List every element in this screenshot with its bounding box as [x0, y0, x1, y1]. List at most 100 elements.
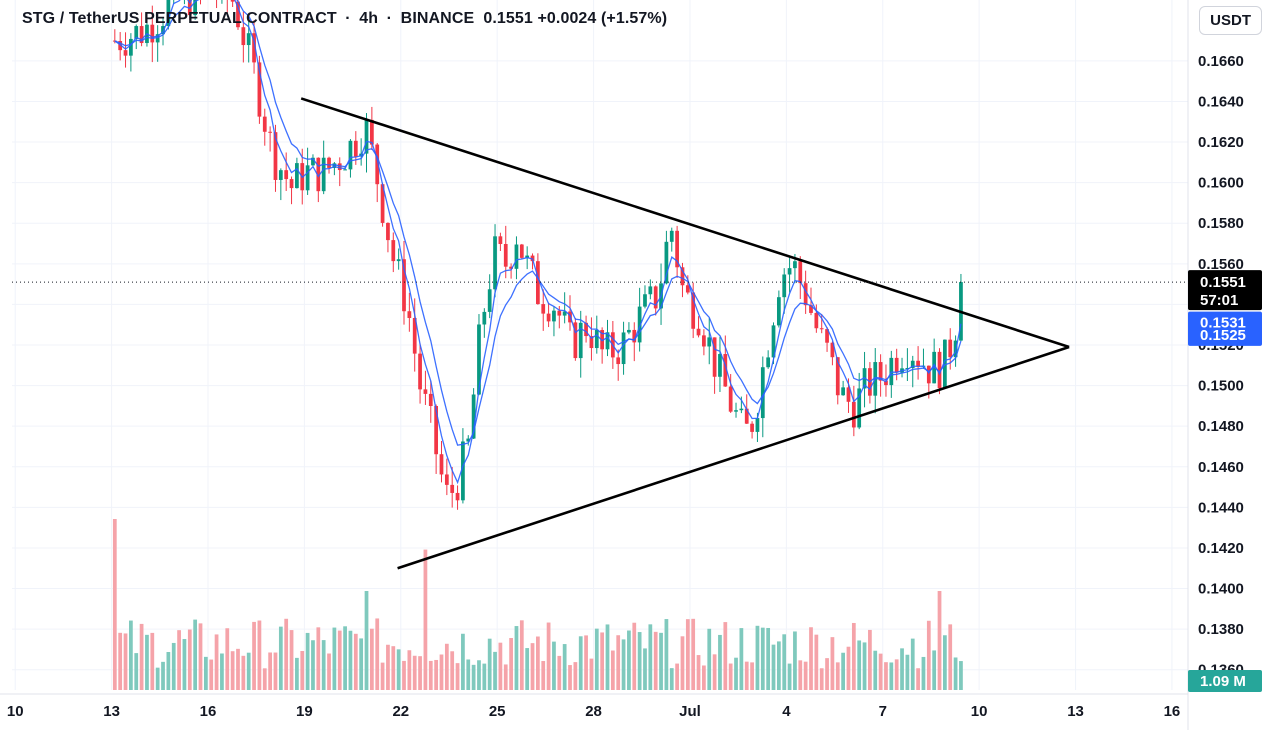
candle-body [246, 33, 251, 46]
currency-button[interactable]: USDT [1199, 6, 1262, 35]
y-tick-label: 0.1560 [1198, 256, 1244, 273]
candle-body [466, 438, 471, 442]
volume-bar [728, 663, 733, 690]
volume-bar [300, 650, 305, 690]
ma-fast-tag-value: 0.1531 [1200, 315, 1246, 332]
volume-bar [589, 658, 594, 690]
volume-bar [825, 658, 829, 690]
volume-bar [155, 667, 160, 690]
volume-bar [466, 659, 471, 690]
candle-body [846, 387, 851, 402]
volume-tag-value: 1.09 M [1200, 673, 1246, 690]
volume-bar [878, 653, 883, 690]
candle-body [584, 322, 588, 337]
price-change-percent: (+1.57%) [600, 10, 668, 27]
symbol-name[interactable]: STG / TetherUS PERPETUAL CONTRACT [22, 10, 337, 27]
x-tick-label: 25 [489, 703, 506, 720]
candle-body [734, 410, 738, 412]
candle-body [273, 132, 278, 180]
x-tick-label: 13 [103, 703, 120, 720]
candle-body [760, 367, 765, 419]
volume-bar [525, 648, 530, 690]
volume-bar [112, 519, 117, 690]
volume-bar [798, 660, 803, 690]
candle-body [129, 38, 133, 56]
volume-bar [364, 591, 369, 690]
volume-bar [723, 622, 728, 690]
candle-body [600, 330, 605, 350]
candle-body [252, 33, 256, 63]
volume-bar [755, 625, 760, 690]
volume-bar [959, 661, 963, 690]
volume-bar [418, 656, 422, 690]
candle-body [702, 335, 706, 347]
volume-bar [910, 638, 915, 690]
volume-bar [627, 630, 631, 690]
candle-body [643, 294, 647, 307]
volume-bar [637, 632, 642, 690]
candle-body [498, 236, 503, 245]
volume-bar [868, 629, 872, 690]
candle-body [814, 312, 819, 329]
candle-body [707, 337, 712, 347]
candle-body [787, 268, 792, 275]
volume-bar [894, 659, 899, 690]
candle-body [943, 339, 947, 389]
volume-bar [760, 627, 765, 690]
volume-bar [900, 648, 904, 690]
time-axis[interactable]: 10 13 16 19 22 25 28 Jul 4 7 10 13 16 [7, 703, 1180, 720]
volume-bar [129, 620, 133, 690]
candle-body [605, 332, 610, 350]
volume-bar [519, 620, 524, 690]
candle-body [493, 236, 497, 290]
volume-bar [846, 646, 851, 690]
interval-label[interactable]: 4h [359, 10, 379, 27]
moving-averages [114, 0, 962, 485]
y-tick-label: 0.1400 [1198, 581, 1244, 598]
candle-body [428, 393, 433, 406]
volume-bar [230, 651, 235, 690]
x-tick-label: 13 [1067, 703, 1084, 720]
candle-body [519, 244, 524, 258]
volume-bar [295, 657, 299, 690]
volume-bar [594, 628, 599, 690]
volume-tag: 1.09 M [1188, 670, 1262, 692]
candle-body [680, 267, 685, 286]
trendline-upper-resistance [300, 97, 1070, 349]
candle-body [450, 484, 455, 493]
ma-fast-line [114, 0, 962, 485]
volume-bar [578, 636, 583, 690]
volume-bar [932, 650, 937, 690]
chart-grid [0, 0, 1189, 730]
candle-body [134, 26, 139, 39]
candle-body [718, 354, 722, 377]
volume-bar [669, 668, 674, 690]
volume-bar [750, 662, 754, 690]
candle-body [894, 357, 899, 373]
volume-bar [327, 653, 331, 690]
ma-slow-line [114, 0, 962, 446]
candle-body [278, 170, 283, 180]
candle-body [509, 266, 513, 269]
candle-body [150, 24, 155, 43]
candle-body [337, 163, 342, 171]
volume-bar [118, 632, 123, 690]
volume-bar [332, 627, 337, 690]
volume-bar [236, 648, 240, 690]
candle-body [712, 337, 717, 377]
candle-body [236, 1, 240, 28]
volume-bar [487, 638, 492, 690]
volume-bar [680, 636, 685, 690]
volume-bar [776, 641, 781, 690]
candle-body [857, 388, 862, 428]
volume-bar [851, 622, 856, 690]
candle-body [594, 330, 599, 349]
volume-bar [369, 628, 374, 690]
volume-bar [461, 633, 465, 690]
candle-body [139, 26, 144, 44]
volume-bar [209, 659, 214, 690]
volume-bar [434, 659, 439, 690]
volume-bar [305, 632, 310, 690]
price-axis[interactable]: 0.13600.13800.14000.14200.14400.14600.14… [1198, 53, 1244, 679]
